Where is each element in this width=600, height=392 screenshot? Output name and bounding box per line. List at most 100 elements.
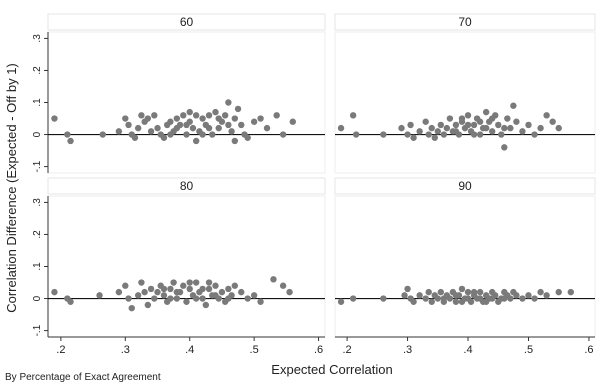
data-point bbox=[513, 118, 520, 125]
data-point bbox=[244, 134, 251, 141]
data-point bbox=[160, 285, 168, 293]
data-point bbox=[380, 131, 387, 138]
panel-label: 60 bbox=[180, 15, 194, 29]
data-point bbox=[215, 115, 222, 122]
data-point bbox=[144, 301, 152, 309]
data-point bbox=[180, 112, 187, 119]
data-point bbox=[452, 292, 460, 299]
data-point bbox=[407, 121, 414, 129]
y-tick-label: -.1 bbox=[32, 324, 43, 336]
data-point bbox=[452, 128, 460, 135]
data-point bbox=[250, 118, 258, 125]
data-point bbox=[549, 118, 556, 125]
data-point bbox=[404, 285, 411, 293]
data-point bbox=[501, 124, 508, 132]
y-tick-label: .2 bbox=[32, 230, 43, 239]
x-tick-label: .4 bbox=[185, 344, 194, 356]
data-point bbox=[231, 115, 239, 122]
data-point bbox=[416, 292, 423, 299]
data-point bbox=[205, 279, 213, 286]
data-point bbox=[337, 298, 345, 305]
x-tick-label: .2 bbox=[342, 344, 351, 356]
data-point bbox=[173, 288, 181, 296]
data-point bbox=[434, 128, 441, 135]
data-point bbox=[205, 285, 213, 293]
data-point bbox=[170, 279, 177, 286]
data-point bbox=[225, 285, 232, 293]
data-point bbox=[228, 128, 235, 135]
data-point bbox=[167, 285, 174, 293]
data-point bbox=[476, 288, 484, 296]
data-point bbox=[215, 124, 222, 132]
data-point bbox=[401, 292, 408, 299]
data-point bbox=[64, 131, 71, 138]
data-point bbox=[498, 131, 505, 138]
data-point bbox=[257, 298, 264, 305]
y-tick-label: .3 bbox=[32, 34, 43, 43]
data-point bbox=[507, 295, 514, 302]
plot-region bbox=[334, 195, 596, 338]
y-tick-label: .1 bbox=[32, 98, 43, 107]
data-point bbox=[458, 115, 466, 122]
data-point bbox=[183, 298, 190, 305]
x-tick-label: .3 bbox=[121, 344, 130, 356]
data-point bbox=[96, 292, 103, 299]
y-tick-label: .1 bbox=[32, 262, 43, 271]
data-point bbox=[186, 285, 193, 293]
data-point bbox=[464, 121, 472, 129]
data-point bbox=[349, 295, 357, 302]
data-point bbox=[202, 301, 210, 309]
data-point bbox=[273, 112, 280, 119]
panel-label: 70 bbox=[458, 15, 472, 29]
y-tick-label: .2 bbox=[32, 66, 43, 75]
data-point bbox=[501, 295, 508, 302]
data-point bbox=[555, 124, 562, 132]
data-point bbox=[173, 295, 181, 302]
data-point bbox=[212, 108, 219, 116]
data-point bbox=[289, 118, 296, 125]
data-point bbox=[199, 295, 206, 302]
data-point bbox=[476, 118, 484, 125]
x-axis-title: Expected Correlation bbox=[271, 362, 392, 377]
panel-strip bbox=[47, 177, 326, 195]
data-point bbox=[147, 285, 155, 293]
data-point bbox=[531, 295, 538, 302]
data-point bbox=[543, 112, 550, 119]
data-point bbox=[476, 131, 484, 138]
data-point bbox=[234, 105, 242, 113]
data-point bbox=[410, 298, 417, 305]
data-point bbox=[154, 124, 161, 132]
data-point bbox=[416, 128, 423, 135]
data-point bbox=[183, 131, 190, 138]
data-point bbox=[279, 282, 287, 289]
data-point bbox=[537, 124, 544, 132]
data-point bbox=[286, 288, 293, 296]
data-point bbox=[67, 137, 74, 145]
data-point bbox=[458, 285, 466, 293]
data-point bbox=[141, 288, 148, 296]
data-point bbox=[501, 144, 508, 151]
data-point bbox=[244, 295, 251, 302]
panel-strip bbox=[334, 177, 596, 195]
data-point bbox=[513, 292, 520, 299]
data-point bbox=[452, 298, 460, 305]
panel-60: 60 -.1 0 .1 .2 .3 bbox=[32, 13, 326, 174]
data-point bbox=[352, 131, 360, 138]
panel-label: 80 bbox=[180, 179, 194, 193]
x-tick-label: .5 bbox=[524, 344, 533, 356]
data-point bbox=[270, 276, 277, 283]
data-point bbox=[489, 115, 496, 122]
data-point bbox=[470, 121, 478, 129]
data-point bbox=[180, 282, 187, 289]
data-point bbox=[144, 115, 152, 122]
data-point bbox=[510, 102, 517, 109]
data-point bbox=[125, 295, 132, 302]
data-point bbox=[51, 115, 58, 122]
data-point bbox=[192, 137, 200, 145]
data-point bbox=[337, 124, 345, 132]
x-tick-label: .6 bbox=[584, 344, 593, 356]
figure-caption: By Percentage of Exact Agreement bbox=[5, 372, 161, 383]
data-point bbox=[51, 288, 58, 296]
data-point bbox=[489, 295, 496, 302]
panel-strip bbox=[47, 13, 326, 31]
